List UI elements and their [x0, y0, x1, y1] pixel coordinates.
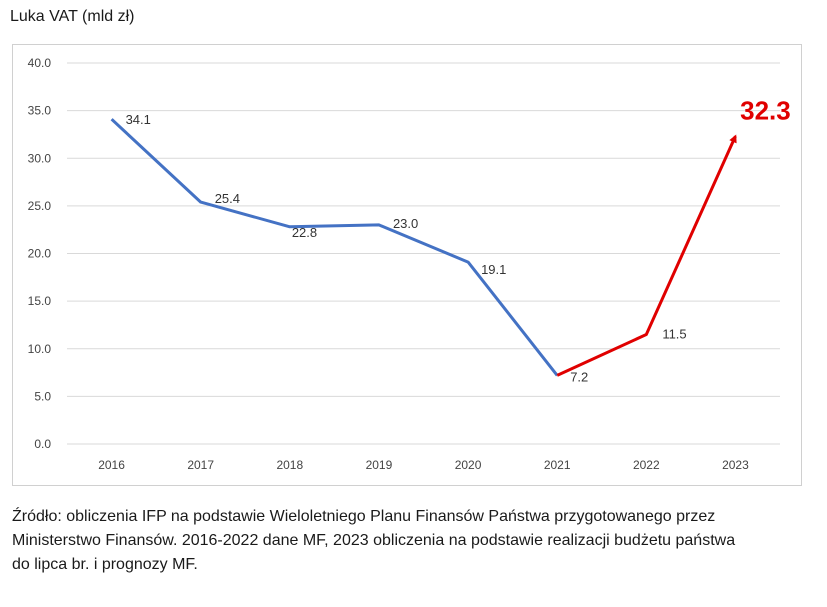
chart-frame [12, 44, 802, 486]
x-tick-label: 2020 [455, 458, 482, 472]
y-tick-label: 0.0 [34, 437, 51, 451]
x-tick-label: 2016 [98, 458, 125, 472]
x-tick-label: 2021 [544, 458, 571, 472]
x-tick-label: 2023 [722, 458, 749, 472]
x-tick-label: 2018 [276, 458, 303, 472]
data-label: 11.5 [662, 326, 686, 341]
y-tick-label: 5.0 [34, 389, 51, 403]
source-line: Źródło: obliczenia IFP na podstawie Wiel… [12, 508, 716, 525]
source-note: Źródło: obliczenia IFP na podstawie Wiel… [12, 505, 812, 577]
data-label: 22.8 [292, 225, 317, 240]
data-label: 23.0 [393, 216, 418, 231]
y-tick-label: 30.0 [28, 151, 52, 165]
y-tick-label: 20.0 [28, 247, 52, 261]
data-label: 34.1 [126, 112, 151, 127]
chart-title: Luka VAT (mld zł) [10, 8, 135, 25]
data-label: 25.4 [215, 191, 240, 206]
x-tick-label: 2019 [366, 458, 393, 472]
y-tick-label: 10.0 [28, 342, 52, 356]
data-label-highlight: 32.3 [740, 95, 791, 125]
y-tick-label: 15.0 [28, 294, 52, 308]
y-tick-label: 40.0 [28, 56, 52, 70]
series-line-forecast [556, 134, 737, 377]
source-line: Ministerstwo Finansów. 2016-2022 dane MF… [12, 532, 736, 549]
data-label: 19.1 [481, 262, 506, 277]
series-line-actual [110, 118, 559, 377]
data-label: 7.2 [570, 369, 588, 384]
y-tick-label: 25.0 [28, 199, 52, 213]
x-tick-label: 2017 [187, 458, 214, 472]
source-line: do lipca br. i prognozy MF. [12, 556, 198, 573]
y-tick-label: 35.0 [28, 104, 52, 118]
x-tick-label: 2022 [633, 458, 660, 472]
